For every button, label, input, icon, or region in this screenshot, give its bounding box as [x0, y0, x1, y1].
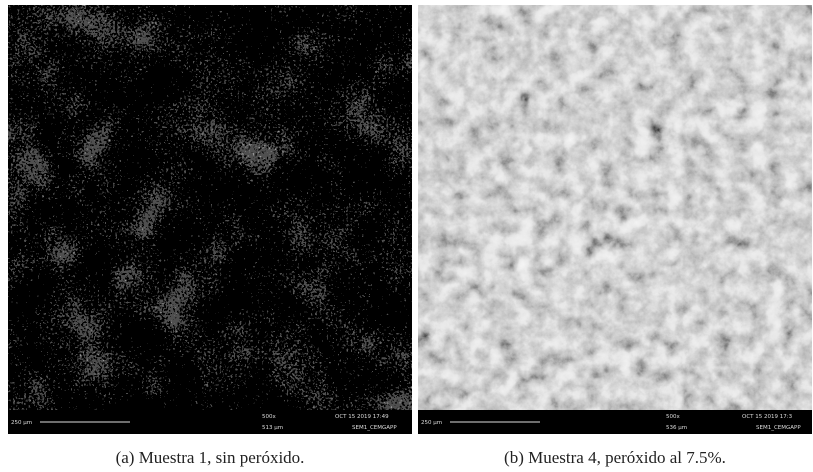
scale-label: 250 μm — [11, 420, 32, 426]
timestamp: OCT 15 2019 17:49 — [335, 414, 389, 420]
sem-image-a — [8, 5, 412, 410]
field-width: 536 μm — [666, 425, 687, 431]
caption: (a) Muestra 1, sin peróxido. — [116, 448, 305, 467]
timestamp: OCT 15 2019 17:3 — [742, 414, 793, 420]
caption: (b) Muestra 4, peróxido al 7.5%. — [504, 448, 726, 467]
field-width: 513 μm — [262, 425, 283, 431]
instrument: SEM1_CEMGAPP — [756, 425, 801, 431]
magnification: 500x — [666, 414, 680, 420]
scale-label: 250 μm — [421, 420, 442, 426]
sem-image-b — [418, 5, 812, 410]
instrument: SEM1_CEMGAPP — [352, 425, 397, 431]
magnification: 500x — [262, 414, 276, 420]
figure: 250 μm 500x 513 μm OCT 15 2019 17:49 SEM… — [0, 0, 813, 472]
